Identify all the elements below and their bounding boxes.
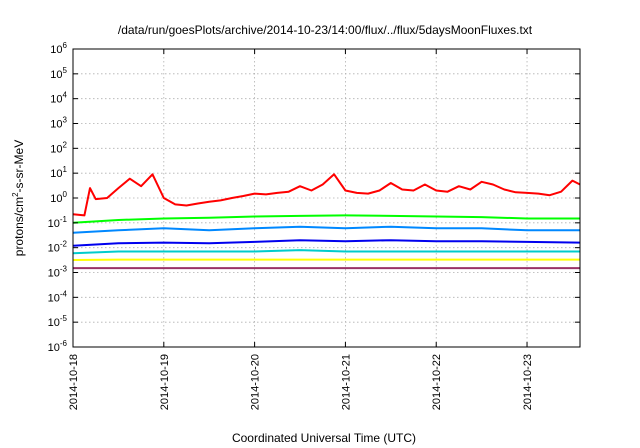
y-tick-base: 10 [48,268,60,280]
y-tick-label: 103 [50,116,67,131]
y-tick-base: 10 [48,292,60,304]
y-tick-exponent: -1 [60,215,68,224]
y-tick-label: 10-1 [48,215,68,230]
series-line-5 [72,249,580,255]
series-group [72,173,581,270]
y-tick-exponent: 2 [63,140,68,149]
y-tick-exponent: -3 [60,265,68,274]
x-tick-label: 2014-10-21 [340,354,352,410]
y-tick-label: 10-2 [48,240,68,255]
y-tick-label: 10-3 [48,265,68,280]
y-tick-label: 10-6 [48,339,68,354]
y-tick-exponent: 3 [63,116,68,125]
y-tick-base: 10 [50,193,62,205]
y-tick-exponent: 4 [63,91,68,100]
y-tick-exponent: -2 [60,240,68,249]
y-tick-exponent: 6 [63,41,68,50]
y-tick-base: 10 [48,218,60,230]
x-tick-label: 2014-10-22 [431,354,443,410]
y-tick-exponent: -6 [60,339,68,348]
y-axis-label: protons/cm2-s-sr-MeV [11,140,26,256]
y-tick-label: 104 [50,91,67,106]
chart-title: /data/run/goesPlots/archive/2014-10-23/1… [118,23,533,37]
y-tick-label: 10-4 [48,289,68,304]
y-tick-exponent: 5 [63,66,68,75]
y-tick-base: 10 [48,243,60,255]
y-tick-exponent: 1 [63,165,68,174]
series-line-3 [72,225,580,234]
grid-lines [72,49,580,347]
x-axis-label: Coordinated Universal Time (UTC) [232,431,416,445]
y-tick-label: 106 [50,41,67,56]
x-tick-label: 2014-10-18 [68,354,80,410]
x-tick-labels: 2014-10-18 2014-10-19 2014-10-20 2014-10-21… [68,49,534,410]
series-line-4 [72,239,581,247]
series-line-1 [72,173,581,217]
series-line-2 [72,214,580,224]
x-tick-label: 2014-10-19 [159,354,171,410]
x-tick-label: 2014-10-23 [522,354,534,410]
y-tick-label: 100 [50,190,67,205]
y-tick-label: 105 [50,66,67,81]
y-tick-exponent: -4 [60,289,68,298]
y-tick-base: 10 [50,143,62,155]
y-tick-exponent: 0 [63,190,68,199]
y-tick-base: 10 [50,119,62,131]
y-tick-base: 10 [50,44,62,56]
y-tick-label: 10-5 [48,314,68,329]
y-tick-labels: 10610510410310210110010-110-210-310-410-… [48,41,580,354]
y-tick-base: 10 [48,342,60,354]
y-tick-base: 10 [50,94,62,106]
x-tick-label: 2014-10-20 [250,354,262,410]
y-tick-label: 102 [50,140,67,155]
y-tick-base: 10 [48,317,60,329]
y-tick-label: 101 [50,165,67,180]
y-tick-base: 10 [50,168,62,180]
y-tick-base: 10 [50,69,62,81]
y-tick-exponent: -5 [60,314,68,323]
